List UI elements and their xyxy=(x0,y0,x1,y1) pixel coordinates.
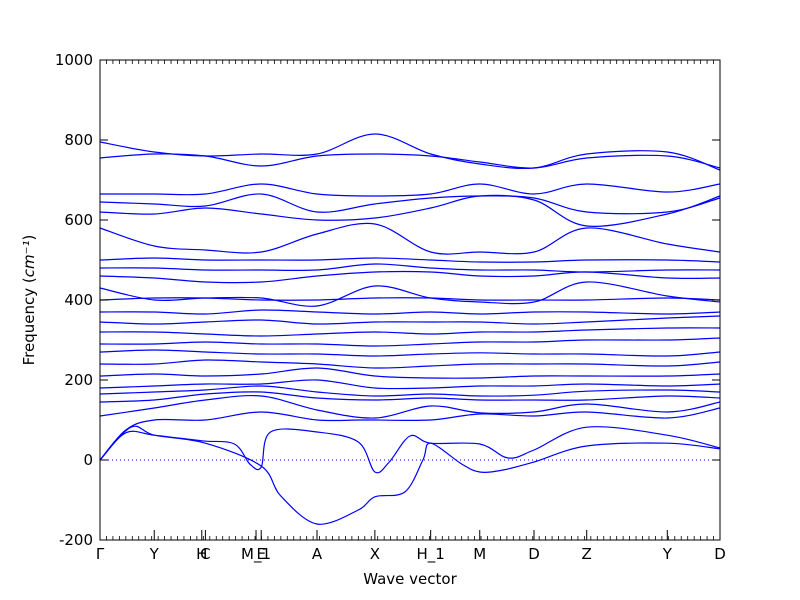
band-line-14 xyxy=(99,309,721,315)
x-axis-label: Wave vector xyxy=(363,570,457,588)
x-axis-ticks: Γ Y HC M_1E A X H_1 M D Z Y D xyxy=(96,530,726,564)
x-tick-label: Y xyxy=(662,545,673,563)
x-tick-label: Z xyxy=(582,545,592,563)
band-line-23 xyxy=(99,183,721,197)
bands xyxy=(99,133,721,525)
band-line-9 xyxy=(99,359,721,369)
band-line-5 xyxy=(99,391,721,403)
x-tick-label: A xyxy=(312,545,323,563)
y-axis-unit: cm⁻¹ xyxy=(20,240,38,277)
x-tick-label: H_1 xyxy=(417,545,445,564)
band-line-18 xyxy=(99,263,721,273)
band-line-21 xyxy=(99,194,721,227)
x-tick-label: X xyxy=(370,545,380,563)
y-tick-label: 0 xyxy=(83,451,93,469)
band-line-6 xyxy=(99,385,721,397)
plot-frame xyxy=(99,59,721,541)
band-line-3 xyxy=(99,407,721,461)
x-tick-label: Γ xyxy=(96,545,105,563)
y-axis-label-text: Frequency xyxy=(20,288,38,366)
y-tick-label: 800 xyxy=(64,131,93,149)
band-line-2 xyxy=(99,425,721,525)
band-line-1 xyxy=(99,426,721,474)
x-tick-label: Y xyxy=(149,545,160,563)
y-tick-label: -200 xyxy=(59,531,93,549)
band-line-20 xyxy=(99,222,721,255)
x-tick-label: D xyxy=(528,545,540,563)
band-line-7 xyxy=(99,379,721,390)
minor-ticks xyxy=(99,60,721,540)
band-line-10 xyxy=(99,349,721,357)
band-line-11 xyxy=(99,337,721,347)
y-tick-label: 1000 xyxy=(55,51,93,69)
x-tick-label: E xyxy=(256,545,265,563)
x-tick-label: M xyxy=(473,545,486,563)
band-line-17 xyxy=(99,270,721,284)
x-tick-label: C xyxy=(200,545,210,563)
y-tick-label: 600 xyxy=(64,211,93,229)
y-tick-label: 200 xyxy=(64,371,93,389)
band-line-25 xyxy=(99,133,721,171)
band-line-19 xyxy=(99,257,721,263)
band-line-12 xyxy=(99,327,721,337)
y-tick-label: 400 xyxy=(64,291,93,309)
band-line-13 xyxy=(99,315,721,325)
x-tick-label: D xyxy=(714,545,726,563)
plot-background xyxy=(100,60,720,540)
band-line-4 xyxy=(99,395,721,419)
x-tick-label: M_1 xyxy=(241,545,271,564)
band-line-22 xyxy=(99,193,721,215)
band-line-16 xyxy=(99,281,721,307)
band-line-8 xyxy=(99,367,721,379)
x-tick-label: H xyxy=(196,545,207,563)
y-axis-label: Frequency (cm⁻¹) xyxy=(20,235,38,366)
